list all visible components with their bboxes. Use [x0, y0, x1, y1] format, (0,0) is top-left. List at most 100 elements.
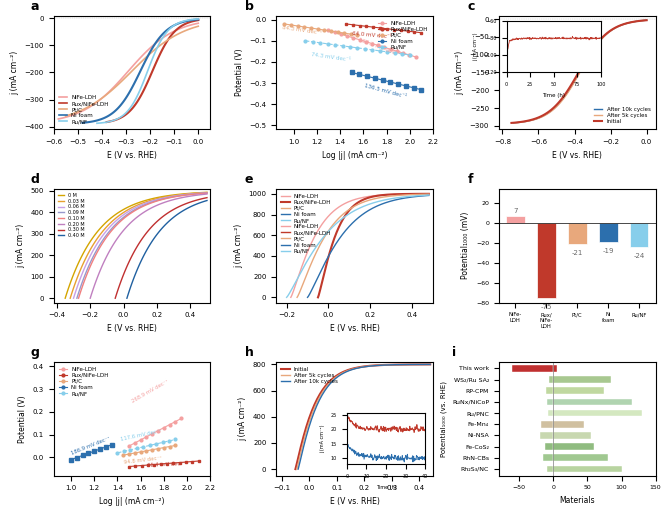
- 0.20 M: [147, 205, 155, 211]
- Y-axis label: Potential₁₀₀₀ (mV): Potential₁₀₀₀ (mV): [462, 212, 470, 279]
- 0.03 M: [92, 237, 100, 243]
- Initial: [403, 361, 411, 368]
- 0.03 M: [192, 190, 200, 196]
- Line: After 10k cycles: After 10k cycles: [513, 20, 647, 123]
- X-axis label: E (V vs. RHE): E (V vs. RHE): [107, 324, 157, 333]
- Bar: [546, 387, 553, 394]
- Text: 64.0 mV dec⁻¹: 64.0 mV dec⁻¹: [352, 31, 392, 40]
- Line: 0 M: 0 M: [65, 192, 207, 298]
- Bar: [540, 432, 553, 439]
- Bar: [599, 223, 617, 242]
- Initial: [636, 18, 644, 24]
- After 5k cycles: [632, 18, 640, 24]
- X-axis label: E (V vs. RHE): E (V vs. RHE): [330, 324, 379, 333]
- 0.03 M: [203, 189, 211, 195]
- Text: g: g: [30, 346, 39, 359]
- Ni foam: [304, 294, 312, 300]
- 0.20 M: [113, 235, 121, 241]
- After 10k cycles: [338, 371, 346, 377]
- 0.10 M: [197, 190, 205, 196]
- After 10k cycles: [636, 18, 644, 24]
- 0.20 M: [193, 192, 201, 198]
- After 5k cycles: [636, 18, 644, 24]
- Line: 0.20 M: 0.20 M: [90, 194, 207, 298]
- 0.20 M: [197, 191, 205, 197]
- Initial: [367, 362, 375, 369]
- Line: 0.30 M: 0.30 M: [115, 197, 207, 298]
- Text: h: h: [245, 346, 254, 359]
- Text: 186.9 mV dec⁻¹: 186.9 mV dec⁻¹: [71, 436, 111, 456]
- 0 M: [134, 200, 142, 206]
- 0.40 M: [123, 295, 131, 301]
- 0.40 M: [199, 199, 207, 205]
- Ru/NF: [363, 202, 371, 208]
- 0.40 M: [197, 200, 205, 206]
- After 10k cycles: [347, 367, 355, 373]
- 0.30 M: [203, 194, 211, 201]
- 0.06 M: [203, 190, 211, 196]
- After 5k cycles: [363, 363, 371, 370]
- 0.30 M: [195, 196, 203, 203]
- After 5k cycles: [385, 362, 393, 368]
- Ni foam: [367, 206, 375, 212]
- Bar: [547, 466, 553, 473]
- Text: f: f: [468, 173, 473, 186]
- After 5k cycles: [510, 120, 518, 126]
- 0.09 M: [203, 190, 211, 196]
- Text: 117.6 mV dec⁻¹: 117.6 mV dec⁻¹: [120, 429, 161, 443]
- After 10k cycles: [540, 112, 548, 118]
- 0.20 M: [156, 201, 164, 207]
- After 5k cycles: [589, 47, 597, 53]
- Bar: [512, 365, 553, 372]
- 0.30 M: [166, 208, 174, 215]
- 0.20 M: [108, 242, 116, 249]
- Y-axis label: Potential (V): Potential (V): [18, 395, 27, 443]
- Legend: NiFe-LDH, Rux/NiFe-LDH, Pt/C, Ni foam, Ru/NF: NiFe-LDH, Rux/NiFe-LDH, Pt/C, Ni foam, R…: [375, 18, 430, 52]
- Line: Ru/NF: Ru/NF: [286, 195, 429, 297]
- Ru/NF: [400, 194, 408, 200]
- Line: After 5k cycles: After 5k cycles: [514, 20, 647, 123]
- Ni foam: [387, 198, 395, 204]
- After 5k cycles: [337, 371, 345, 377]
- 0.40 M: [203, 197, 211, 204]
- After 10k cycles: [426, 361, 434, 368]
- Pt/C: [345, 206, 353, 212]
- 0.06 M: [95, 237, 103, 244]
- Initial: [533, 115, 541, 121]
- 0.20 M: [203, 191, 211, 197]
- 0.09 M: [73, 295, 81, 301]
- After 5k cycles: [346, 367, 354, 373]
- NiFe-LDH: [341, 200, 349, 206]
- Y-axis label: Potential₁₀₀₀ (vs. RHE): Potential₁₀₀₀ (vs. RHE): [440, 381, 446, 457]
- Rux/NiFe-LDH: [358, 197, 366, 203]
- 0.09 M: [151, 198, 159, 204]
- Bar: [553, 454, 608, 461]
- Text: -21: -21: [571, 250, 583, 256]
- Text: 136.5 mV dec⁻¹: 136.5 mV dec⁻¹: [363, 83, 407, 99]
- Ni foam: [372, 204, 380, 210]
- Bar: [545, 443, 553, 450]
- Text: c: c: [468, 0, 475, 13]
- NiFe-LDH: [401, 191, 409, 197]
- After 5k cycles: [426, 361, 434, 368]
- 0.40 M: [171, 214, 179, 220]
- Text: 268.9 mV dec⁻¹: 268.9 mV dec⁻¹: [131, 378, 170, 404]
- 0.09 M: [98, 238, 106, 245]
- 0.03 M: [98, 229, 106, 235]
- Rux/NiFe-LDH: [314, 294, 322, 300]
- Ru/NF: [357, 204, 365, 210]
- 0.30 M: [159, 214, 167, 220]
- After 10k cycles: [294, 466, 302, 472]
- 0.10 M: [99, 239, 107, 245]
- 0 M: [196, 190, 204, 196]
- X-axis label: Log |j| (mA cm⁻²): Log |j| (mA cm⁻²): [99, 497, 165, 506]
- 0.40 M: [142, 249, 150, 255]
- After 5k cycles: [403, 361, 411, 368]
- 0.10 M: [151, 199, 159, 205]
- Bar: [553, 365, 557, 372]
- Ni foam: [343, 225, 351, 232]
- Legend: NiFe-LDH, Rux/NiFe-LDH, Pt/C, Ni foam, Ru/NF: NiFe-LDH, Rux/NiFe-LDH, Pt/C, Ni foam, R…: [56, 364, 111, 399]
- NiFe-LDH: [332, 206, 341, 212]
- Line: 0.06 M: 0.06 M: [74, 193, 207, 298]
- Initial: [507, 120, 515, 126]
